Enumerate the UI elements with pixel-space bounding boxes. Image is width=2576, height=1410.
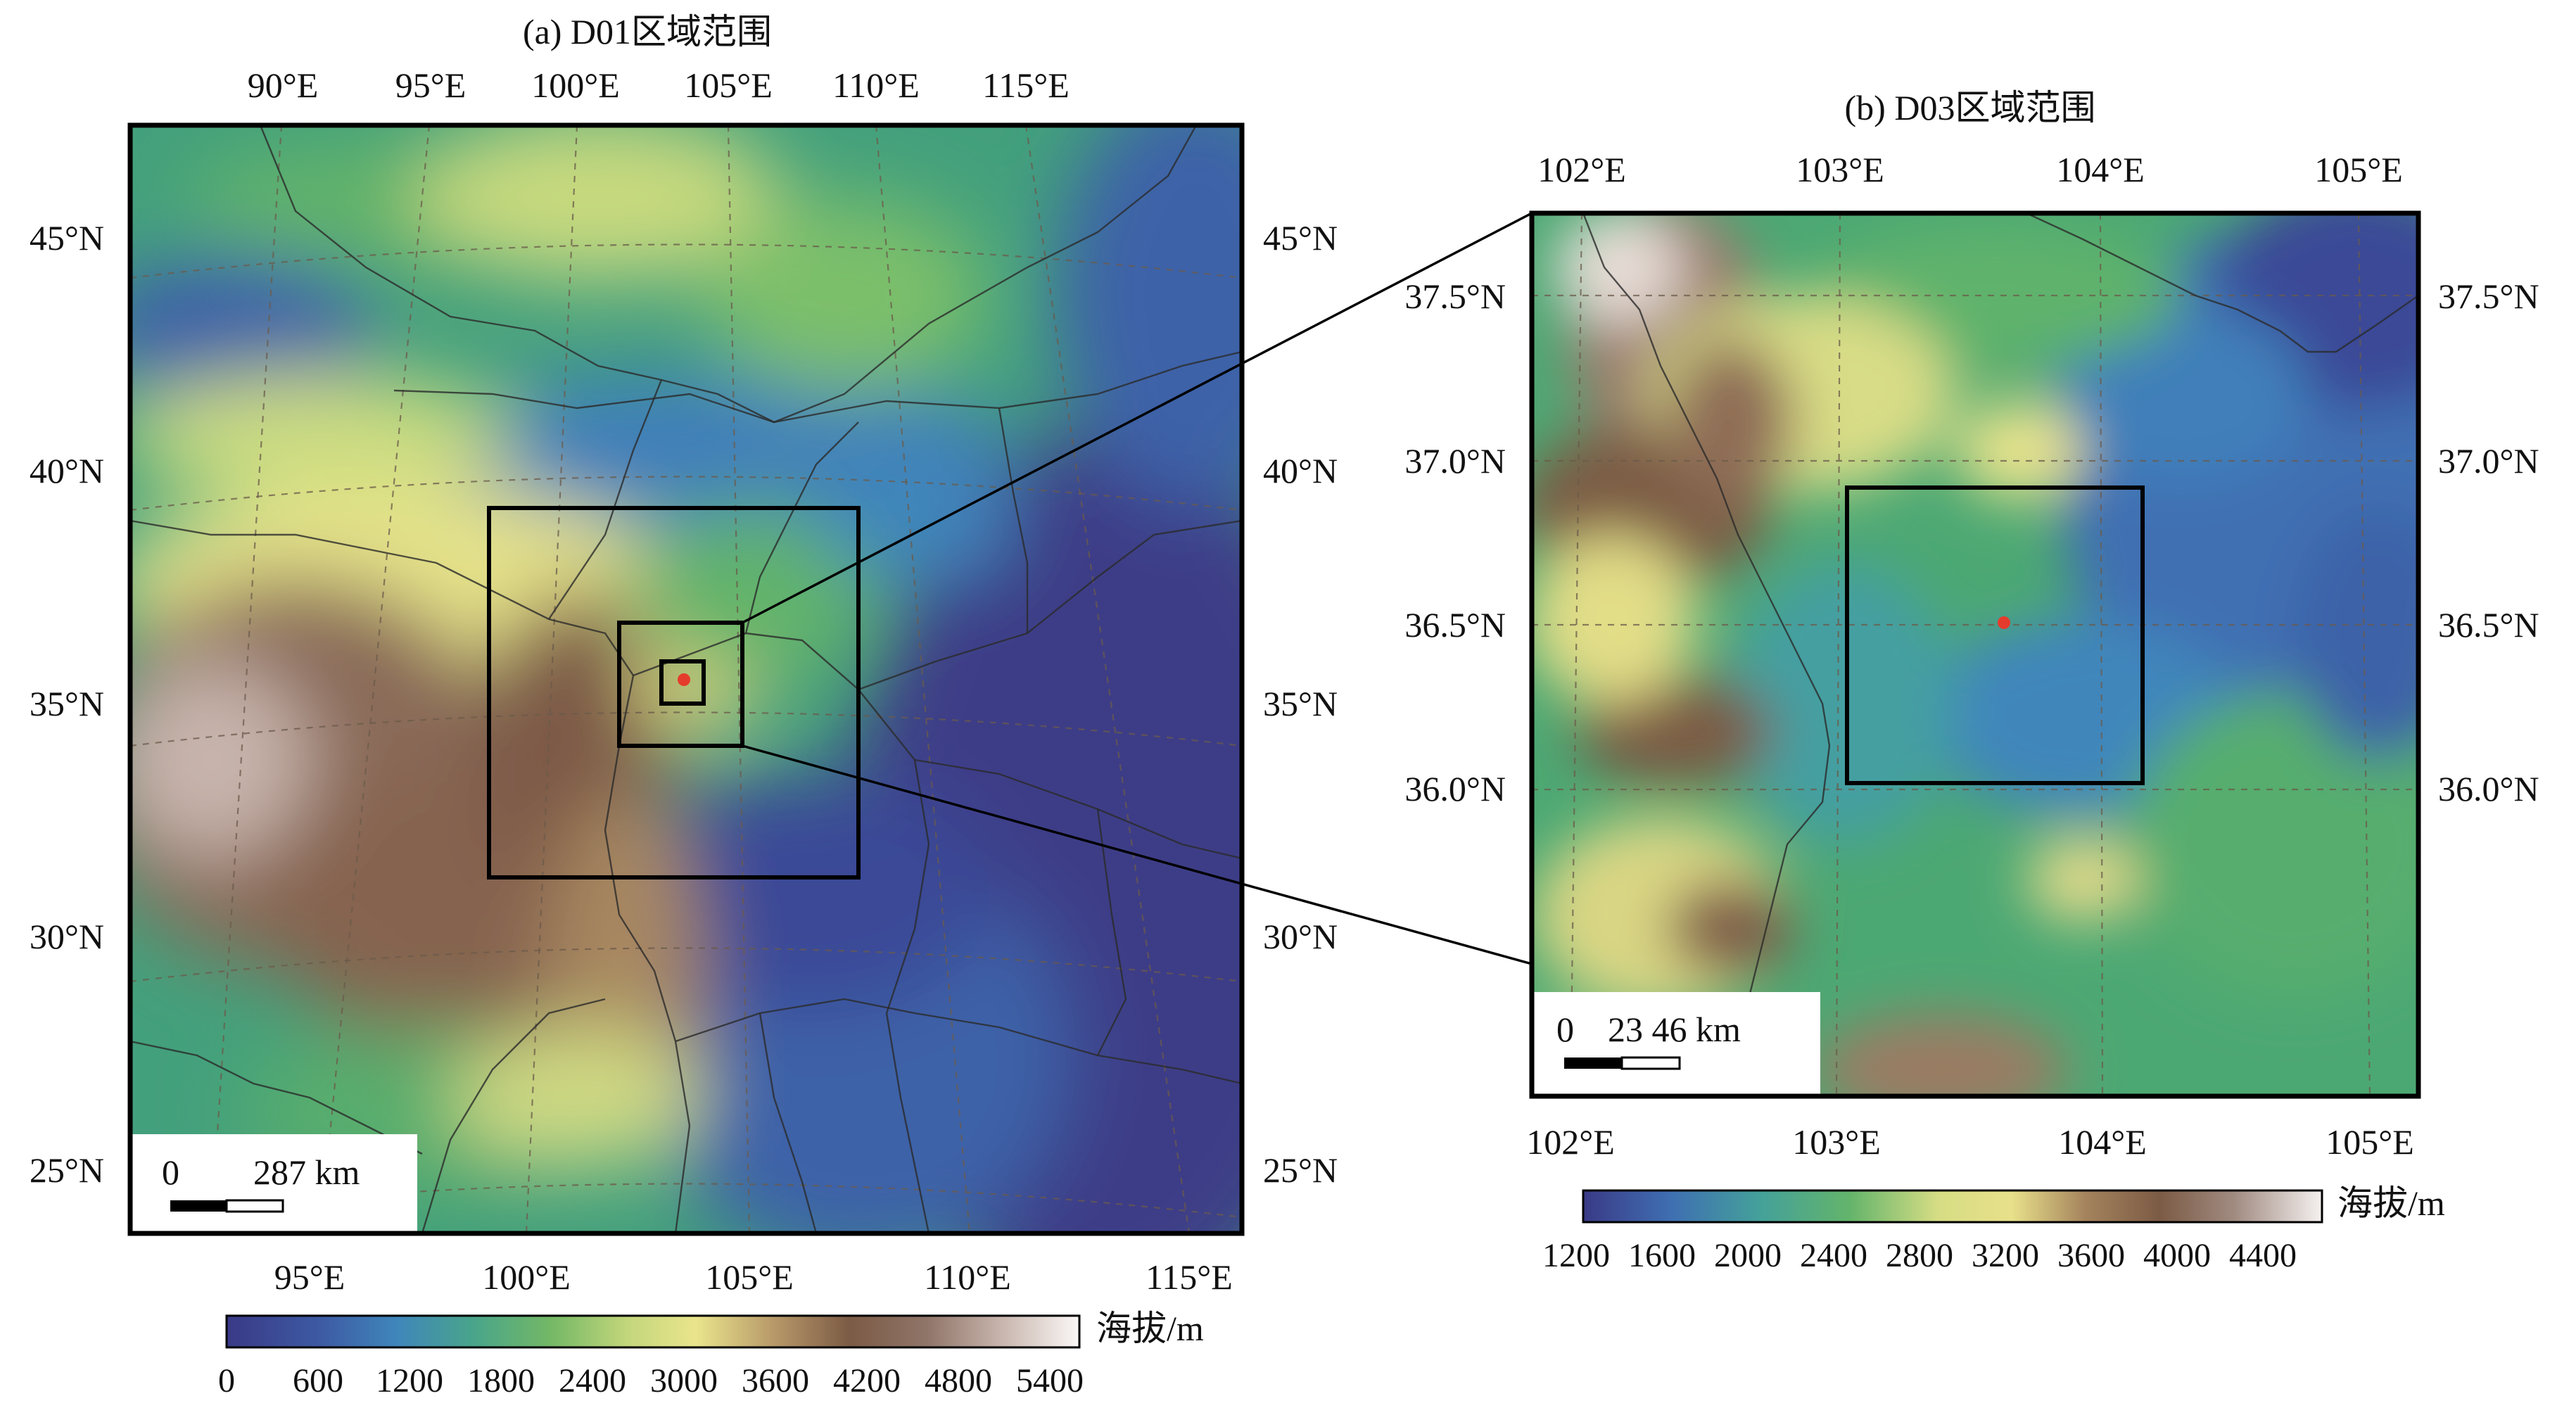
panel-a-right-lat-tick: 40°N (1263, 451, 1338, 490)
panel-a-left-lat-tick: 40°N (30, 451, 104, 490)
panel-a-scale-value: 287 km (253, 1152, 360, 1192)
panel-a-bottom-lon-ticks: 95°E 100°E 105°E 110°E 115°E (274, 1257, 1233, 1297)
panel-b-left-lat-ticks: 37.5°N 37.0°N 36.5°N 36.0°N (1404, 277, 1506, 808)
panel-b-left-lat-tick: 37.0°N (1404, 441, 1506, 481)
panel-b-right-lat-tick: 37.5°N (2438, 277, 2539, 316)
panel-a-bottom-lon-tick: 95°E (274, 1257, 345, 1297)
panel-b-colorbar-tick: 3200 (1972, 1237, 2039, 1274)
panel-a-scale-bar: 0 287 km (130, 1134, 417, 1233)
zoom-connector-top (742, 212, 1533, 624)
panel-b-scale-value: 23 46 km (1608, 1010, 1741, 1049)
panel-a-colorbar-label: 海拔/m (1096, 1309, 1204, 1348)
panel-a-colorbar-tick: 3000 (650, 1362, 718, 1399)
panel-b-right-lat-tick: 36.5°N (2438, 605, 2539, 644)
domain-d02-box (487, 506, 861, 879)
panel-b-right-lat-tick: 37.0°N (2438, 441, 2539, 481)
panel-a-colorbar-tick: 600 (293, 1362, 343, 1399)
panel-b-colorbar-tick: 1200 (1542, 1237, 1610, 1274)
panel-a-top-lon-tick: 110°E (832, 65, 920, 105)
panel-b-colorbar-tick: 4000 (2143, 1237, 2211, 1274)
panel-a-colorbar-bar (225, 1314, 1081, 1349)
panel-b-admin-borders (1582, 213, 2418, 1096)
panel-a-admin-borders (130, 125, 1242, 1233)
panel-b-graticule (1532, 213, 2418, 1096)
domain-d03-box (617, 621, 744, 748)
panel-b-elevation-map: 0 23 46 km (1532, 213, 2418, 1096)
panel-a-right-lat-ticks: 45°N 40°N 35°N 30°N 25°N (1263, 218, 1338, 1190)
panel-b-top-lon-ticks: 102°E 103°E 104°E 105°E (1537, 150, 2403, 189)
panel-b-colorbar: 海拔/m 1200 1600 2000 2400 2800 3200 3600 … (1542, 1183, 2445, 1274)
panel-a-left-lat-tick: 35°N (30, 684, 104, 723)
panel-a-colorbar-tick: 4200 (833, 1362, 901, 1399)
panel-a-left-lat-tick: 25°N (30, 1150, 104, 1190)
panel-a-colorbar-tick: 5400 (1016, 1362, 1084, 1399)
site-marker-zoom (1998, 616, 2010, 629)
panel-b-bottom-lon-ticks: 102°E 103°E 104°E 105°E (1526, 1122, 2414, 1162)
panel-a-colorbar-tick: 4800 (925, 1362, 992, 1399)
panel-a-right-lat-tick: 25°N (1263, 1150, 1338, 1190)
panel-b-bottom-lon-tick: 105°E (2326, 1122, 2414, 1162)
panel-b-top-lon-tick: 104°E (2056, 150, 2145, 189)
panel-b-colorbar-tick: 3600 (2057, 1237, 2125, 1274)
panel-a: (a) D01区域范围 90°E 95°E 100°E 105°E 110°E … (30, 12, 1338, 1399)
panel-b-colorbar-tick: 2800 (1886, 1237, 1953, 1274)
panel-a-right-lat-tick: 30°N (1263, 917, 1338, 956)
panel-b-right-lat-ticks: 37.5°N 37.0°N 36.5°N 36.0°N (2438, 277, 2539, 808)
panel-a-colorbar: 海拔/m 0 600 1200 1800 2400 3000 3600 4200… (218, 1309, 1204, 1399)
panel-a-right-lat-tick: 35°N (1263, 684, 1338, 723)
panel-a-top-lon-tick: 100°E (531, 65, 620, 105)
panel-b-frame (1529, 210, 2421, 1099)
panel-b-bottom-lon-tick: 104°E (2058, 1122, 2147, 1162)
site-marker (678, 673, 690, 686)
panel-a-top-lon-tick: 90°E (248, 65, 319, 105)
panel-a-colorbar-ticks: 0 600 1200 1800 2400 3000 3600 4200 4800… (218, 1362, 1084, 1399)
panel-a-colorbar-tick: 1200 (376, 1362, 443, 1399)
panel-b-bottom-lon-tick: 102°E (1526, 1122, 1615, 1162)
panel-b-colorbar-label: 海拔/m (2337, 1183, 2445, 1223)
panel-a-colorbar-tick: 2400 (559, 1362, 626, 1399)
panel-a-left-lat-tick: 30°N (30, 917, 104, 956)
panel-b-colorbar-tick: 4400 (2229, 1237, 2297, 1274)
panel-a-right-lat-tick: 45°N (1263, 218, 1338, 258)
panel-b-colorbar-tick: 1600 (1628, 1237, 1696, 1274)
panel-b-title: (b) D03区域范围 (1845, 88, 2096, 127)
panel-a-bottom-lon-tick: 110°E (924, 1257, 1011, 1297)
panel-b: (b) D03区域范围 102°E 103°E 104°E 105°E 37.5… (1404, 88, 2539, 1274)
panel-b-left-lat-tick: 36.0°N (1404, 769, 1506, 808)
panel-b-top-lon-tick: 102°E (1537, 150, 1626, 189)
panel-b-scale-bar: 0 23 46 km (1532, 992, 1820, 1096)
panel-b-top-lon-tick: 105°E (2314, 150, 2403, 189)
panel-a-bottom-lon-tick: 115°E (1146, 1257, 1233, 1297)
panel-b-left-lat-tick: 36.5°N (1404, 605, 1506, 644)
panel-a-elevation-map: 0 287 km (130, 125, 1242, 1233)
panel-a-top-lon-ticks: 90°E 95°E 100°E 105°E 110°E 115°E (248, 65, 1070, 105)
panel-a-top-lon-tick: 95°E (395, 65, 467, 105)
panel-b-top-lon-tick: 103°E (1796, 150, 1884, 189)
panel-a-bottom-lon-tick: 100°E (482, 1257, 571, 1297)
panel-b-left-lat-tick: 37.5°N (1404, 277, 1506, 316)
zoom-connector-bottom (742, 744, 1533, 965)
panel-b-colorbar-tick: 2400 (1800, 1237, 1867, 1274)
panel-b-colorbar-tick: 2000 (1714, 1237, 1782, 1274)
panel-a-scale-zero: 0 (162, 1152, 179, 1192)
panel-a-title: (a) D01区域范围 (523, 12, 772, 51)
panel-a-left-lat-tick: 45°N (30, 218, 104, 258)
domain-d04-box-zoom (1845, 485, 2145, 785)
panel-a-top-lon-tick: 105°E (684, 65, 773, 105)
domain-d04-box (659, 659, 706, 706)
panel-b-colorbar-ticks: 1200 1600 2000 2400 2800 3200 3600 4000 … (1542, 1237, 2297, 1274)
panel-b-scale-zero: 0 (1556, 1010, 1574, 1049)
panel-a-top-lon-tick: 115°E (982, 65, 1070, 105)
panel-b-right-lat-tick: 36.0°N (2438, 769, 2539, 808)
panel-a-colorbar-tick: 1800 (467, 1362, 535, 1399)
panel-a-colorbar-tick: 0 (218, 1362, 235, 1399)
panel-a-bottom-lon-tick: 105°E (705, 1257, 794, 1297)
panel-b-bottom-lon-tick: 103°E (1792, 1122, 1881, 1162)
panel-a-left-lat-ticks: 45°N 40°N 35°N 30°N 25°N (30, 218, 104, 1190)
panel-b-colorbar-bar (1582, 1189, 2323, 1224)
panel-a-frame (127, 122, 1245, 1236)
panel-a-colorbar-tick: 3600 (742, 1362, 809, 1399)
